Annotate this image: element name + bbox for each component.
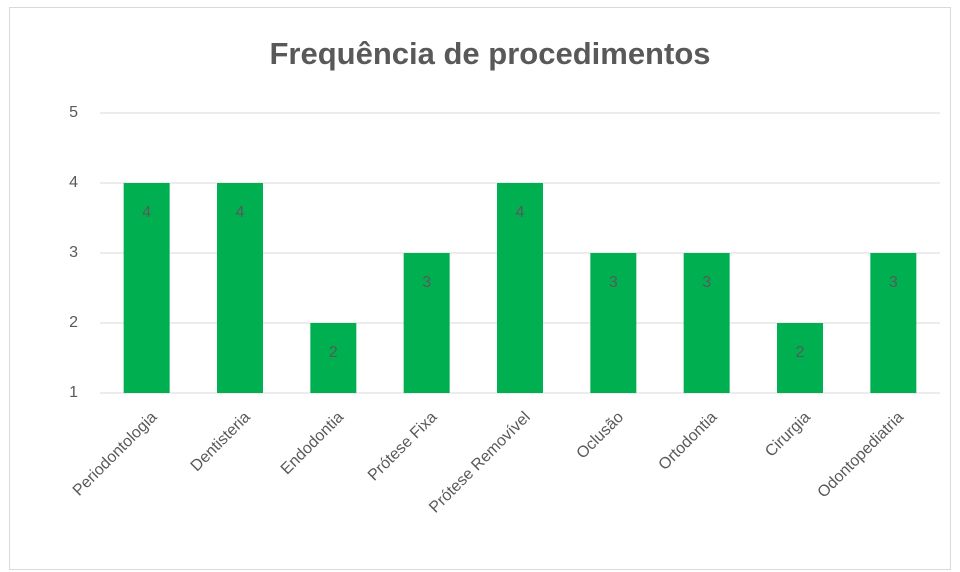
chart-title: Frequência de procedimentos: [270, 36, 711, 71]
data-label: 4: [236, 204, 245, 221]
data-label: 3: [889, 274, 898, 291]
bar: [310, 323, 357, 393]
bar: [683, 253, 730, 393]
y-tick-label: 4: [69, 174, 78, 191]
y-tick-label: 3: [69, 244, 78, 261]
y-tick-label: 5: [69, 104, 78, 121]
data-label: 2: [796, 344, 805, 361]
data-label: 3: [702, 274, 711, 291]
data-label: 2: [329, 344, 338, 361]
y-tick-label: 1: [69, 384, 78, 401]
data-label: 3: [422, 274, 431, 291]
bar: [403, 253, 450, 393]
y-tick-label: 2: [69, 314, 78, 331]
bar: [777, 323, 823, 393]
bar: [590, 253, 637, 393]
bar: [497, 183, 543, 393]
bar: [217, 183, 263, 393]
data-label: 4: [516, 204, 525, 221]
bar: [123, 183, 170, 393]
bar: [870, 253, 917, 393]
data-label: 4: [142, 204, 151, 221]
data-label: 3: [609, 274, 618, 291]
